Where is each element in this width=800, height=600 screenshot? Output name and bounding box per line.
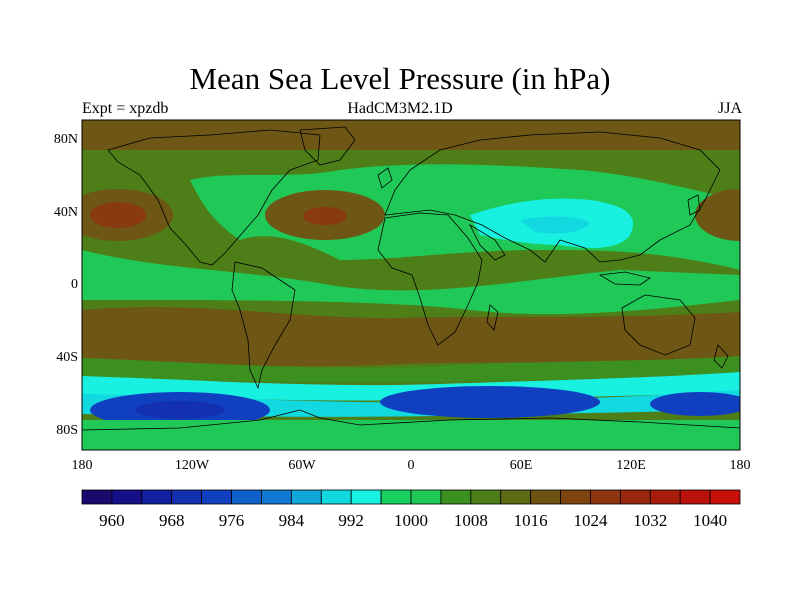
pressure-field <box>82 120 740 450</box>
colorbar-label: 1016 <box>513 511 548 530</box>
colorbar-swatch <box>410 489 442 505</box>
colorbar-swatch <box>590 489 621 505</box>
colorbar-label: 968 <box>158 511 185 530</box>
colorbar-swatch <box>709 489 741 505</box>
lon-label-120e: 120E <box>616 458 646 473</box>
coastlines <box>82 126 740 431</box>
experiment-label: Expt = xpzdb <box>82 100 169 117</box>
lon-label-120w: 120W <box>174 458 210 473</box>
colorbar-label: 1000 <box>394 511 428 530</box>
lon-label-60w: 60W <box>288 458 316 473</box>
colorbar-swatch <box>320 489 352 505</box>
colorbar-swatch <box>111 489 143 505</box>
field-pacific-high-east <box>695 189 740 241</box>
lat-label-40s: 40S <box>56 350 78 365</box>
field-arctic <box>82 120 740 150</box>
colorbar-label: 976 <box>218 511 245 530</box>
model-label: HadCM3M2.1D <box>347 100 453 117</box>
colorbar-label: 1024 <box>573 511 608 530</box>
colorbar-label: 1008 <box>453 511 488 530</box>
colorbar-swatch <box>500 489 532 505</box>
colorbar-swatch <box>231 489 262 505</box>
lon-label-0: 0 <box>407 458 415 473</box>
lat-label-0: 0 <box>71 277 78 292</box>
map-title: Mean Sea Level Pressure (in hPa) <box>189 61 611 96</box>
field-southern-high <box>82 307 740 367</box>
field-antarctic <box>82 420 740 450</box>
map-frame <box>81 119 741 451</box>
colorbar-swatch <box>679 489 711 505</box>
colorbar-label: 1040 <box>693 511 728 530</box>
colorbar-swatch <box>530 489 561 505</box>
colorbar-label: 992 <box>338 511 364 530</box>
lat-label-80n: 80N <box>53 132 78 147</box>
colorbar-swatch <box>560 489 591 505</box>
lon-label-180w: 180 <box>71 458 93 473</box>
colorbar-swatch <box>440 489 472 505</box>
colorbar-swatch <box>171 489 203 505</box>
field-pacific-high-core <box>90 202 146 228</box>
colorbar-label: 960 <box>99 511 125 530</box>
colorbar-label: 1032 <box>633 511 668 530</box>
season-label: JJA <box>717 100 742 117</box>
field-amundsen-low-core <box>135 401 225 419</box>
colorbar-swatch <box>649 489 681 505</box>
colorbar-swatch <box>470 489 502 505</box>
colorbar-swatch <box>350 489 382 505</box>
field-south-transition <box>82 356 740 383</box>
field-ross-low <box>650 392 740 416</box>
field-asian-low-core <box>520 216 590 234</box>
lat-label-40n: 40N <box>53 205 78 220</box>
lon-label-180e: 180 <box>729 458 751 473</box>
colorbar-label: 984 <box>278 511 305 530</box>
colorbar <box>81 489 741 505</box>
colorbar-swatch <box>619 489 651 505</box>
lon-label-60e: 60E <box>509 458 533 473</box>
colorbar-swatch <box>261 489 292 505</box>
colorbar-swatch <box>201 489 232 505</box>
colorbar-swatch <box>141 489 173 505</box>
colorbar-swatch <box>290 489 322 505</box>
lat-label-80s: 80S <box>56 423 78 438</box>
field-azores-high-core <box>303 207 347 225</box>
colorbar-swatch <box>81 489 113 505</box>
field-indian-low <box>380 386 600 418</box>
field-equatorial-low <box>82 250 740 315</box>
colorbar-swatch <box>380 489 412 505</box>
